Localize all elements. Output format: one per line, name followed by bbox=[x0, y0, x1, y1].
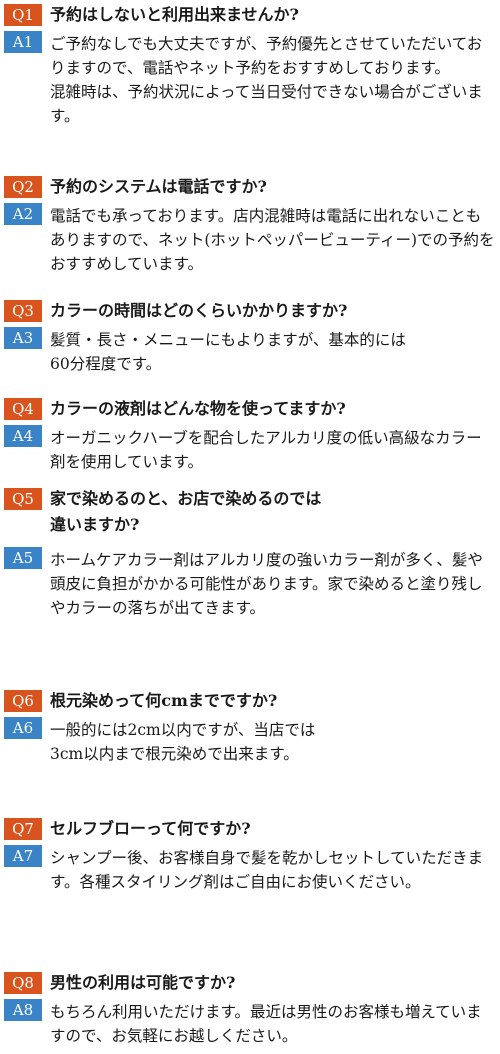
question-text: カラーの時間はどのくらいかかりますか? bbox=[50, 301, 348, 320]
question-badge: Q2 bbox=[4, 176, 42, 198]
faq-item-5: Q5 家で染めるのと、お店で染めるのでは 違いますか? A5 ホームケアカラー剤… bbox=[0, 488, 500, 620]
answer-text: ホームケアカラー剤はアルカリ度の強いカラー剤が多く、髪や頭皮に負担がかかる可能性… bbox=[50, 551, 483, 617]
question-row: Q4 カラーの液剤はどんな物を使ってますか? bbox=[0, 398, 500, 422]
answer-badge: A1 bbox=[4, 31, 42, 53]
answer-badge: A2 bbox=[4, 203, 42, 225]
faq-item-7: Q7 セルフブローって何ですか? A7 シャンプー後、お客様自身で髪を乾かしセッ… bbox=[0, 818, 500, 894]
answer-badge: A6 bbox=[4, 717, 42, 739]
answer-row: A8 もちろん利用いただけます。最近は男性のお客様も増えていますので、お気軽にお… bbox=[0, 996, 500, 1048]
answer-badge: A5 bbox=[4, 547, 42, 569]
question-badge: Q3 bbox=[4, 300, 42, 322]
answer-text: 電話でも承っております。店内混雑時は電話に出れないこともありますので、ネット(ホ… bbox=[50, 207, 495, 273]
question-row: Q2 予約のシステムは電話ですか? bbox=[0, 176, 500, 200]
answer-row: A7 シャンプー後、お客様自身で髪を乾かしセットしていただきます。各種スタイリン… bbox=[0, 842, 500, 894]
question-badge: Q7 bbox=[4, 818, 42, 840]
faq-item-6: Q6 根元染めって何cmまでですか? A6 一般的には2cm以内ですが、当店では… bbox=[0, 690, 500, 766]
question-text: 根元染めって何cmまでですか? bbox=[50, 691, 278, 710]
question-text: 男性の利用は可能ですか? bbox=[50, 973, 236, 992]
question-row: Q3 カラーの時間はどのくらいかかりますか? bbox=[0, 300, 500, 324]
question-badge: Q1 bbox=[4, 4, 42, 26]
question-row: Q5 家で染めるのと、お店で染めるのでは 違いますか? bbox=[0, 488, 500, 538]
answer-badge: A7 bbox=[4, 845, 42, 867]
answer-text: ご予約なしでも大丈夫ですが、予約優先とさせていただいておりますので、電話やネット… bbox=[50, 35, 483, 125]
question-row: Q1 予約はしないと利用出来ませんか? bbox=[0, 4, 500, 28]
answer-row: A6 一般的には2cm以内ですが、当店では 3cm以内まで根元染めで出来ます。 bbox=[0, 714, 500, 766]
question-row: Q6 根元染めって何cmまでですか? bbox=[0, 690, 500, 714]
question-text: カラーの液剤はどんな物を使ってますか? bbox=[50, 399, 346, 418]
answer-row: A1 ご予約なしでも大丈夫ですが、予約優先とさせていただいておりますので、電話や… bbox=[0, 28, 500, 128]
question-text: 予約のシステムは電話ですか? bbox=[50, 177, 267, 196]
faq-item-2: Q2 予約のシステムは電話ですか? A2 電話でも承っております。店内混雑時は電… bbox=[0, 176, 500, 276]
answer-badge: A4 bbox=[4, 425, 42, 447]
answer-row: A5 ホームケアカラー剤はアルカリ度の強いカラー剤が多く、髪や頭皮に負担がかかる… bbox=[0, 544, 500, 620]
question-badge: Q4 bbox=[4, 398, 42, 420]
answer-badge: A3 bbox=[4, 327, 42, 349]
question-text: 予約はしないと利用出来ませんか? bbox=[50, 5, 299, 24]
answer-text: オーガニックハーブを配合したアルカリ度の低い高級なカラー剤を使用しています。 bbox=[50, 429, 482, 471]
answer-row: A4 オーガニックハーブを配合したアルカリ度の低い高級なカラー剤を使用しています… bbox=[0, 422, 500, 474]
question-badge: Q6 bbox=[4, 690, 42, 712]
answer-row: A2 電話でも承っております。店内混雑時は電話に出れないこともありますので、ネッ… bbox=[0, 200, 500, 276]
question-badge: Q8 bbox=[4, 972, 42, 994]
question-row: Q8 男性の利用は可能ですか? bbox=[0, 972, 500, 996]
faq-item-1: Q1 予約はしないと利用出来ませんか? A1 ご予約なしでも大丈夫ですが、予約優… bbox=[0, 4, 500, 128]
answer-text: 一般的には2cm以内ですが、当店では 3cm以内まで根元染めで出来ます。 bbox=[50, 721, 316, 763]
answer-badge: A8 bbox=[4, 999, 42, 1021]
answer-text: 髪質・長さ・メニューにもよりますが、基本的には 60分程度です。 bbox=[50, 331, 406, 373]
answer-text: もちろん利用いただけます。最近は男性のお客様も増えていますので、お気軽にお越しく… bbox=[50, 1003, 482, 1045]
faq-item-8: Q8 男性の利用は可能ですか? A8 もちろん利用いただけます。最近は男性のお客… bbox=[0, 972, 500, 1048]
question-text: セルフブローって何ですか? bbox=[50, 819, 251, 838]
answer-row: A3 髪質・長さ・メニューにもよりますが、基本的には 60分程度です。 bbox=[0, 324, 500, 376]
question-badge: Q5 bbox=[4, 488, 42, 510]
faq-item-3: Q3 カラーの時間はどのくらいかかりますか? A3 髪質・長さ・メニューにもより… bbox=[0, 300, 500, 376]
faq-item-4: Q4 カラーの液剤はどんな物を使ってますか? A4 オーガニックハーブを配合した… bbox=[0, 398, 500, 474]
question-text: 家で染めるのと、お店で染めるのでは 違いますか? bbox=[50, 489, 322, 534]
answer-text: シャンプー後、お客様自身で髪を乾かしセットしていただきます。各種スタイリング剤は… bbox=[50, 849, 484, 891]
question-row: Q7 セルフブローって何ですか? bbox=[0, 818, 500, 842]
